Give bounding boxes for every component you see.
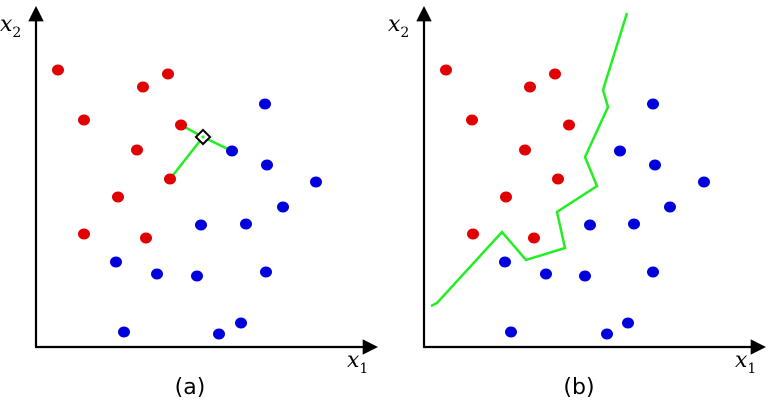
blue-point bbox=[664, 201, 676, 213]
blue-point bbox=[277, 201, 289, 213]
query-point-center bbox=[201, 135, 205, 139]
decision-boundary-line bbox=[430, 12, 629, 308]
panel-a-axes: x2 x1 bbox=[0, 5, 379, 377]
blue-point bbox=[260, 266, 272, 278]
panel-b-caption: (b) bbox=[563, 375, 594, 400]
blue-point bbox=[118, 326, 130, 338]
red-point bbox=[524, 81, 536, 93]
red-point bbox=[467, 228, 479, 240]
red-point bbox=[140, 232, 152, 244]
red-point bbox=[549, 68, 561, 80]
blue-point bbox=[647, 266, 659, 278]
red-point bbox=[78, 228, 90, 240]
red-point bbox=[137, 81, 149, 93]
blue-point bbox=[151, 268, 163, 280]
panel-a-query bbox=[194, 128, 212, 146]
neighbor-line bbox=[169, 136, 204, 180]
panel-b-x2-label: x2 bbox=[388, 12, 409, 41]
blue-point bbox=[226, 145, 238, 157]
panel-a-points bbox=[52, 64, 322, 340]
red-point bbox=[440, 64, 452, 76]
blue-point bbox=[579, 270, 591, 282]
red-point bbox=[112, 191, 124, 203]
red-point bbox=[500, 191, 512, 203]
blue-point bbox=[195, 219, 207, 231]
panel-a-x2-label: x2 bbox=[0, 12, 21, 41]
red-point bbox=[466, 114, 478, 126]
red-point bbox=[552, 173, 564, 185]
blue-point bbox=[614, 145, 626, 157]
red-point bbox=[528, 232, 540, 244]
blue-point bbox=[499, 256, 511, 268]
panel-b-points bbox=[440, 64, 710, 340]
blue-point bbox=[698, 176, 710, 188]
blue-point bbox=[191, 270, 203, 282]
red-point bbox=[519, 144, 531, 156]
blue-point bbox=[261, 159, 273, 171]
blue-point bbox=[628, 218, 640, 230]
red-point bbox=[52, 64, 64, 76]
panel-b-x1-label: x1 bbox=[735, 348, 756, 377]
red-point bbox=[175, 119, 187, 131]
blue-point bbox=[647, 98, 659, 110]
blue-point bbox=[259, 98, 271, 110]
blue-point bbox=[110, 256, 122, 268]
blue-point bbox=[213, 328, 225, 340]
panel-b-boundary bbox=[430, 12, 629, 308]
red-point bbox=[78, 114, 90, 126]
red-point bbox=[164, 173, 176, 185]
blue-point bbox=[649, 159, 661, 171]
blue-point bbox=[540, 268, 552, 280]
red-point bbox=[563, 119, 575, 131]
blue-point bbox=[310, 176, 322, 188]
blue-point bbox=[240, 218, 252, 230]
blue-point bbox=[505, 326, 517, 338]
red-point bbox=[131, 144, 143, 156]
blue-point bbox=[584, 219, 596, 231]
blue-point bbox=[622, 317, 634, 329]
panel-b-axes: x2 x1 bbox=[388, 5, 767, 377]
blue-point bbox=[601, 328, 613, 340]
panel-a-x1-label: x1 bbox=[347, 348, 368, 377]
panel-a-caption: (a) bbox=[175, 375, 206, 400]
blue-point bbox=[235, 317, 247, 329]
red-point bbox=[162, 68, 174, 80]
